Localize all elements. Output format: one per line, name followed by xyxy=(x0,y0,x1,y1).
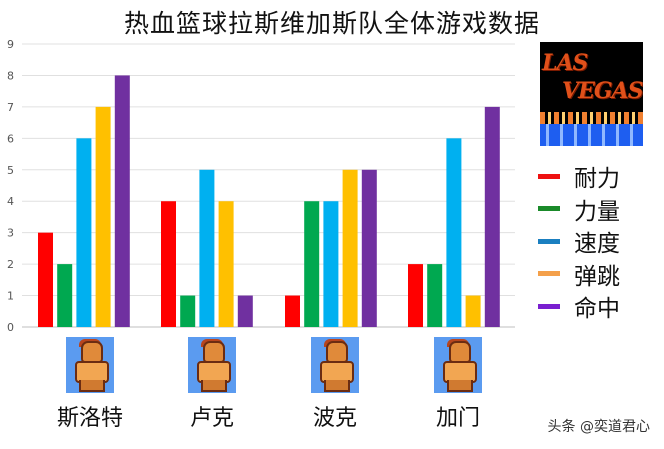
logo-water xyxy=(540,124,643,146)
player-sprite-卢克 xyxy=(188,337,236,393)
las-vegas-logo: LAS VEGAS xyxy=(540,42,643,146)
legend-item: 力量 xyxy=(538,193,620,226)
bar-弹跳-波克 xyxy=(342,169,358,327)
y-tick-label: 4 xyxy=(7,195,14,208)
legend-swatch xyxy=(538,271,560,277)
legend-label: 弹跳 xyxy=(574,263,620,290)
y-tick-label: 8 xyxy=(7,69,14,82)
y-tick-label: 7 xyxy=(7,101,14,114)
y-tick-label: 2 xyxy=(7,258,14,271)
legend-label: 力量 xyxy=(574,198,620,225)
bar-速度-加门 xyxy=(446,138,462,327)
legend-label: 命中 xyxy=(574,296,620,323)
y-tick-label: 5 xyxy=(7,164,14,177)
bar-速度-斯洛特 xyxy=(76,138,92,327)
legend: 耐力力量速度弹跳命中 xyxy=(538,160,620,323)
legend-swatch xyxy=(538,303,560,309)
category-label: 斯洛特 xyxy=(56,406,123,431)
bar-弹跳-斯洛特 xyxy=(95,106,111,327)
bar-耐力-斯洛特 xyxy=(38,232,53,327)
watermark: 头条 @奕道君心 xyxy=(547,419,650,435)
player-sprite-斯洛特 xyxy=(66,337,114,393)
bar-弹跳-加门 xyxy=(465,295,481,327)
logo-line-2: VEGAS xyxy=(562,78,643,104)
category-label: 加门 xyxy=(435,406,480,431)
bar-耐力-卢克 xyxy=(161,201,176,327)
bar-命中-波克 xyxy=(361,169,377,327)
y-tick-label: 9 xyxy=(7,38,14,51)
bar-弹跳-卢克 xyxy=(218,201,234,327)
bar-力量-加门 xyxy=(427,264,443,327)
bar-耐力-加门 xyxy=(408,264,423,327)
player-sprite-加门 xyxy=(434,337,482,393)
legend-swatch xyxy=(538,173,560,179)
y-tick-label: 0 xyxy=(7,321,14,334)
legend-swatch xyxy=(538,238,560,244)
category-label: 卢克 xyxy=(189,406,234,431)
legend-swatch xyxy=(538,206,560,212)
bar-命中-斯洛特 xyxy=(114,75,130,327)
player-sprite-波克 xyxy=(311,337,359,393)
logo-skyline xyxy=(540,112,643,124)
bar-力量-波克 xyxy=(304,201,320,327)
category-label: 波克 xyxy=(312,406,357,431)
legend-label: 耐力 xyxy=(574,166,620,193)
y-tick-label: 6 xyxy=(7,132,14,145)
bar-速度-卢克 xyxy=(199,169,215,327)
legend-item: 速度 xyxy=(538,225,620,258)
y-axis-ticks: 0 1 2 3 4 5 6 7 8 9 xyxy=(7,38,14,334)
legend-label: 速度 xyxy=(574,231,620,258)
logo-line-1: LAS xyxy=(542,50,588,76)
legend-item: 弹跳 xyxy=(538,258,620,291)
bar-力量-卢克 xyxy=(180,295,196,327)
legend-item: 耐力 xyxy=(538,160,620,193)
bar-速度-波克 xyxy=(323,201,339,327)
y-tick-label: 3 xyxy=(7,227,14,240)
y-tick-label: 1 xyxy=(7,290,14,303)
legend-item: 命中 xyxy=(538,290,620,323)
bars xyxy=(38,75,500,327)
bar-命中-加门 xyxy=(484,106,500,327)
chart-title: 热血篮球拉斯维加斯队全体游戏数据 xyxy=(123,9,540,38)
bar-耐力-波克 xyxy=(285,295,300,327)
bar-力量-斯洛特 xyxy=(57,264,73,327)
bar-命中-卢克 xyxy=(237,295,253,327)
